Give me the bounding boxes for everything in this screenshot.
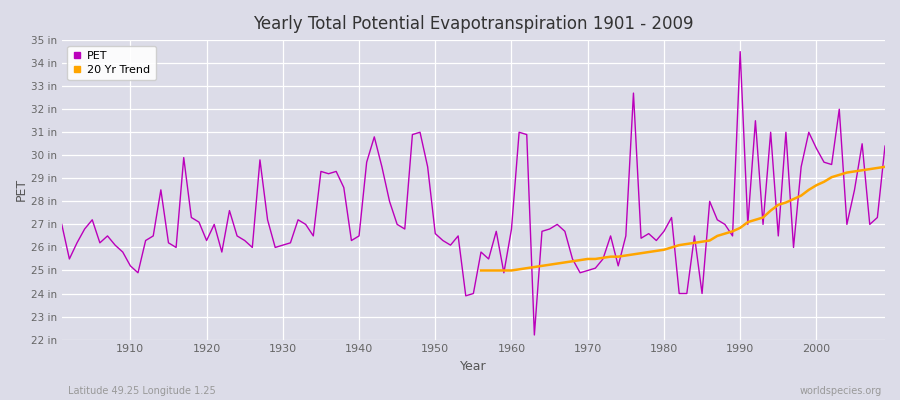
Text: Latitude 49.25 Longitude 1.25: Latitude 49.25 Longitude 1.25: [68, 386, 215, 396]
PET: [529, 332, 540, 337]
Y-axis label: PET: PET: [15, 178, 28, 202]
Legend: PET, 20 Yr Trend: PET, 20 Yr Trend: [68, 46, 156, 80]
20 Yr Trend: [475, 268, 486, 273]
Title: Yearly Total Potential Evapotranspiration 1901 - 2009: Yearly Total Potential Evapotranspiratio…: [253, 15, 694, 33]
20 Yr Trend: [712, 234, 723, 238]
PET: [734, 49, 745, 54]
PET: [285, 240, 296, 245]
Line: PET: PET: [62, 52, 885, 335]
Text: worldspecies.org: worldspecies.org: [800, 386, 882, 396]
PET: [117, 250, 128, 254]
PET: [499, 270, 509, 275]
20 Yr Trend: [879, 164, 890, 169]
20 Yr Trend: [544, 262, 555, 267]
20 Yr Trend: [697, 239, 707, 244]
20 Yr Trend: [750, 217, 760, 222]
Line: 20 Yr Trend: 20 Yr Trend: [481, 167, 885, 270]
PET: [605, 234, 616, 238]
X-axis label: Year: Year: [460, 360, 487, 373]
PET: [331, 169, 342, 174]
PET: [506, 227, 517, 232]
PET: [879, 144, 890, 148]
20 Yr Trend: [719, 231, 730, 236]
PET: [57, 222, 68, 227]
20 Yr Trend: [628, 252, 639, 257]
